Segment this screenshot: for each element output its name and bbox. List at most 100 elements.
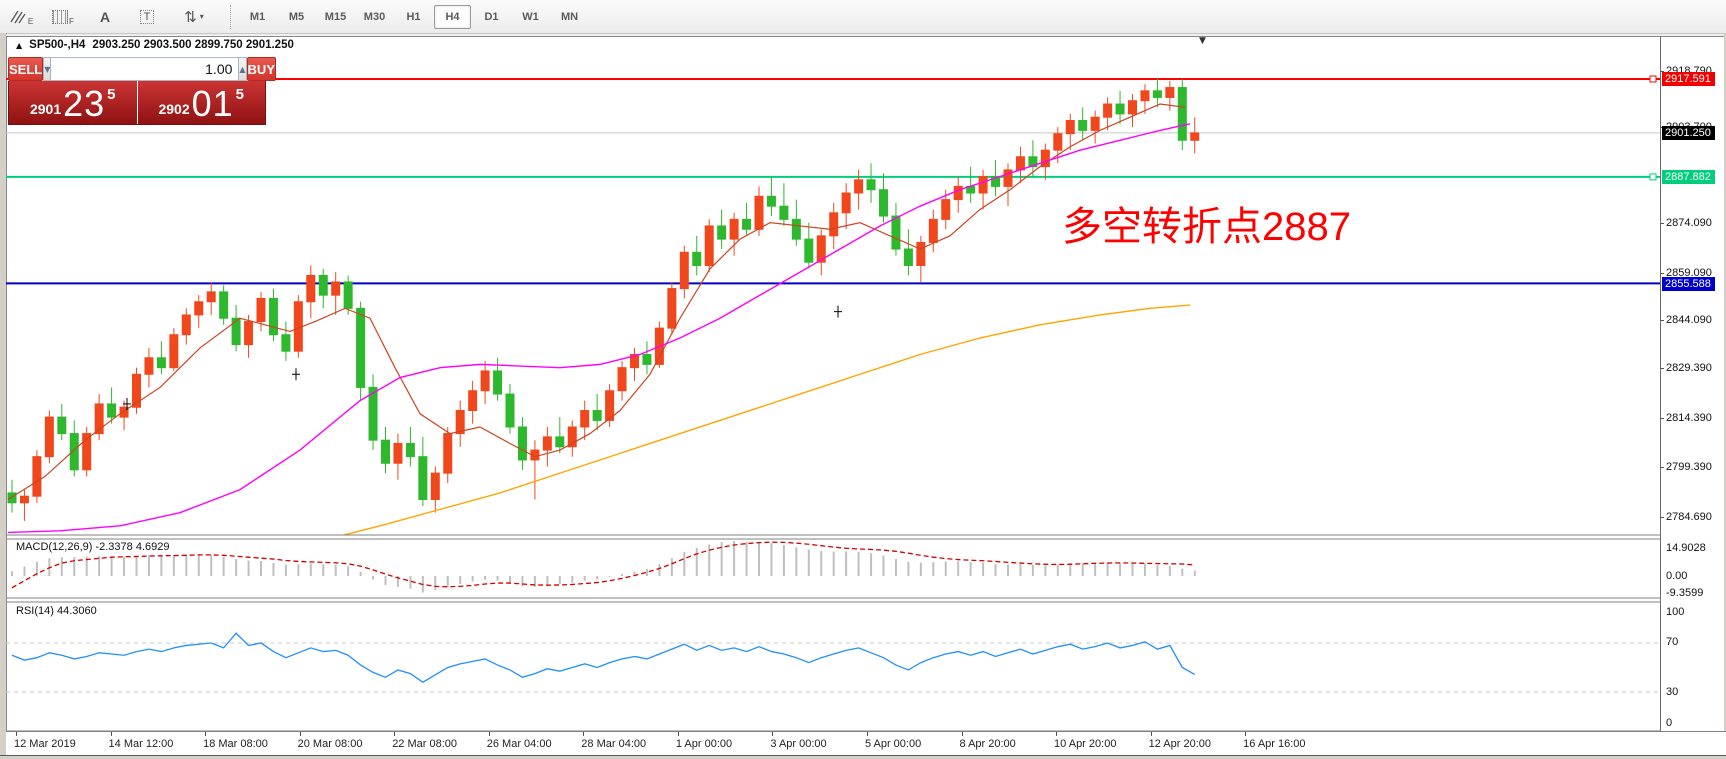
- bid-ask-display: 2901 23 5 2902 01 5: [8, 81, 266, 125]
- bottom-tab-strip: [0, 755, 1726, 759]
- candle-body: [57, 416, 67, 435]
- bid-price[interactable]: 2901 23 5: [9, 81, 138, 124]
- price-badge: 2901.250: [1662, 126, 1715, 140]
- price-axis-tick: [1660, 418, 1664, 419]
- a-glyph: A: [99, 8, 111, 25]
- ask-pipette: 5: [235, 86, 245, 103]
- candle-body: [480, 370, 490, 392]
- text-label-icon[interactable]: A: [86, 4, 124, 30]
- candle-body: [505, 393, 515, 428]
- candle-body: [617, 367, 627, 392]
- timeframe-m1[interactable]: M1: [249, 10, 266, 23]
- candle-body: [368, 386, 378, 441]
- candle-body: [1040, 149, 1050, 168]
- hatch-icon: [10, 10, 26, 23]
- timeframe-mn[interactable]: MN: [560, 10, 579, 23]
- ask-price[interactable]: 2902 01 5: [138, 81, 266, 124]
- price-axis-tick: [1660, 273, 1664, 274]
- volume-up-button[interactable]: ▲: [238, 57, 247, 81]
- candle-body: [393, 442, 403, 464]
- price-badge: 2917.591: [1662, 72, 1715, 86]
- chevron-down-icon: ▾: [199, 12, 204, 21]
- trade-controls-row: SELL ▼ ▲ BUY: [8, 57, 276, 81]
- time-axis-tick: [394, 732, 396, 736]
- arrows-icon[interactable]: ⇅ ▾: [170, 4, 218, 30]
- candle-body: [381, 439, 390, 464]
- candle-body: [44, 416, 54, 458]
- candle-body: [953, 185, 963, 201]
- toolbar: E F A T ⇅ ▾ M1 M5 M15 M30 H1 H4 D1 W1 MN: [0, 0, 1726, 34]
- chart-annotation-text: 多空转折点2887: [1062, 205, 1351, 249]
- grid-icon[interactable]: F: [44, 4, 82, 30]
- candle-body: [69, 433, 79, 471]
- time-axis-label: 5 Apr 00:00: [864, 738, 922, 750]
- bid-pips: 23: [63, 83, 106, 124]
- candle-body: [1053, 133, 1063, 151]
- time-axis-label: 8 Apr 20:00: [959, 738, 1016, 750]
- rsi-axis-label: 30: [1666, 686, 1679, 698]
- candle-body: [94, 403, 104, 435]
- candle-body: [816, 235, 826, 263]
- time-axis-tick: [110, 732, 112, 736]
- arrows-glyph: ⇅: [184, 7, 197, 26]
- candle-body: [1165, 87, 1175, 98]
- candle-body: [132, 373, 141, 408]
- candle-body: [356, 307, 366, 388]
- timeframe-m30[interactable]: M30: [363, 10, 386, 23]
- main-pane: [6, 75, 1660, 535]
- candle-body: [107, 403, 117, 418]
- candle-body: [19, 495, 29, 504]
- timeframe-m15[interactable]: M15: [324, 10, 347, 23]
- candle-body: [493, 370, 503, 395]
- chart-title: ▲ SP500-,H4 2903.250 2903.500 2899.750 2…: [16, 39, 294, 51]
- candle-body: [766, 195, 776, 207]
- rsi-label: RSI(14) 44.3060: [16, 605, 97, 617]
- time-axis-label: 22 Mar 08:00: [392, 738, 458, 750]
- ohlc-readout: 2903.250 2903.500 2899.750 2901.250: [92, 39, 294, 51]
- time-axis-label: 14 Mar 12:00: [108, 738, 174, 750]
- candle-body: [667, 288, 677, 329]
- candle-body: [144, 357, 154, 375]
- candle-body: [1140, 90, 1150, 102]
- time-axis-tick: [1245, 732, 1247, 736]
- chart-shift-icon[interactable]: ▼: [1199, 36, 1206, 46]
- toolbar-separator: [230, 4, 232, 29]
- price-axis-label: 2814.390: [1666, 412, 1712, 424]
- candle-body: [903, 248, 913, 267]
- candle-body: [7, 492, 17, 504]
- sell-button[interactable]: SELL: [8, 57, 44, 81]
- candle-body: [1065, 119, 1075, 135]
- chart-plot-area[interactable]: [6, 36, 1660, 736]
- time-axis-tick: [1056, 732, 1058, 736]
- ask-whole: 2902: [158, 101, 190, 117]
- text-box-icon[interactable]: T: [128, 4, 166, 30]
- macd-label: MACD(12,26,9) -2.3378 4.6929: [16, 541, 170, 553]
- timeframe-d1[interactable]: D1: [484, 10, 499, 23]
- time-axis[interactable]: 12 Mar 2019 14 Mar 12:00 18 Mar 08:00 20 Ma…: [6, 731, 1726, 756]
- t-glyph: T: [139, 9, 155, 24]
- price-badge: 2887.882: [1662, 170, 1715, 184]
- indicators-icon[interactable]: E: [2, 4, 40, 30]
- time-axis-label: 10 Apr 20:00: [1054, 738, 1117, 750]
- right-window-edge: [1724, 33, 1726, 759]
- candle-body: [443, 433, 453, 474]
- candle-body: [916, 241, 926, 267]
- candle-body: [754, 195, 764, 230]
- timeframe-m5[interactable]: M5: [288, 10, 305, 23]
- candle-body: [866, 179, 876, 191]
- candle-body: [430, 472, 440, 500]
- time-axis-tick: [677, 732, 679, 736]
- price-axis-label: 2874.090: [1666, 217, 1712, 229]
- timeframe-h1[interactable]: H1: [406, 10, 421, 23]
- timeframe-w1[interactable]: W1: [522, 10, 539, 23]
- time-axis-tick: [772, 732, 774, 736]
- chart-canvas[interactable]: [6, 36, 1660, 732]
- left-window-edge: [0, 33, 7, 759]
- time-axis-label: 12 Mar 2019: [14, 738, 76, 750]
- bid-whole: 2901: [29, 101, 62, 117]
- volume-input[interactable]: [51, 57, 239, 81]
- volume-down-button[interactable]: ▼: [43, 57, 52, 81]
- buy-button[interactable]: BUY: [246, 57, 276, 81]
- timeframe-h4[interactable]: H4: [434, 4, 471, 29]
